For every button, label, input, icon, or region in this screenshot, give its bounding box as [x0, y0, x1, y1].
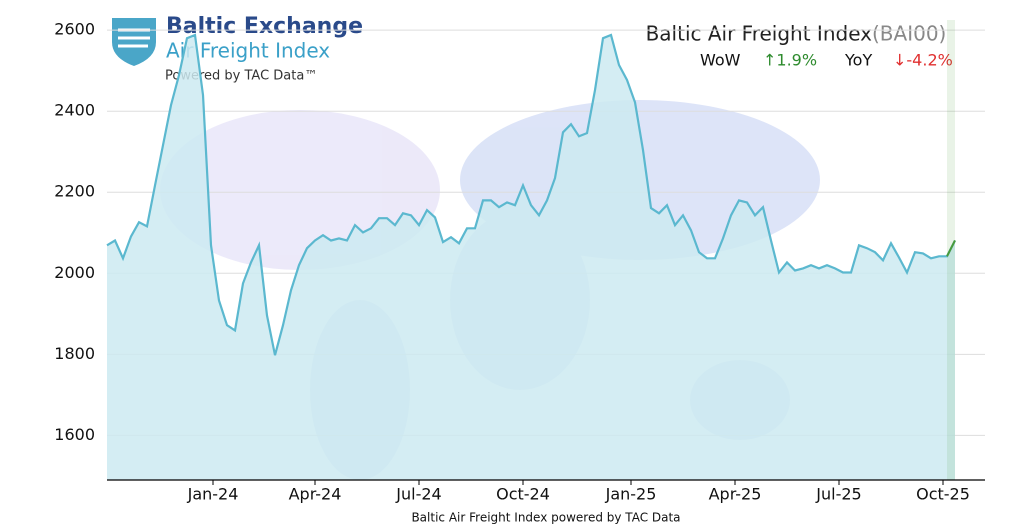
line: [106, 33, 956, 356]
logo-title: Baltic Exchange: [166, 14, 363, 39]
logo-powered: Powered by TAC Data™: [165, 69, 317, 84]
x-tick-label: Apr-25: [709, 485, 762, 504]
y-tick-label: 2600: [54, 20, 95, 39]
y-tick-label: 2000: [54, 263, 95, 282]
yoy-label: YoY: [844, 51, 872, 70]
index-code: (BAI00): [872, 22, 946, 46]
latest-segment: [946, 240, 956, 257]
x-tick-label: Jan-25: [605, 485, 657, 504]
x-tick-label: Jul-24: [395, 485, 441, 504]
x-tick-label: Oct-24: [496, 485, 550, 504]
y-tick-label: 1600: [54, 425, 95, 444]
x-tick-label: Jan-24: [187, 485, 239, 504]
x-axis-title: Baltic Air Freight Index powered by TAC …: [411, 511, 680, 525]
x-tick-label: Apr-24: [289, 485, 342, 504]
yoy-change: ↓-4.2%: [893, 51, 953, 70]
y-tick-label: 2400: [54, 101, 95, 120]
x-tick-label: Jul-25: [815, 485, 861, 504]
chart-title: Baltic Air Freight Index: [646, 22, 873, 46]
x-tick-label: Oct-25: [916, 485, 970, 504]
y-tick-label: 1800: [54, 344, 95, 363]
wow-change: ↑1.9%: [763, 51, 817, 70]
area: [107, 35, 955, 480]
y-tick-label: 2200: [54, 182, 95, 201]
wow-label: WoW: [700, 51, 741, 70]
logo-shield: [112, 18, 156, 66]
